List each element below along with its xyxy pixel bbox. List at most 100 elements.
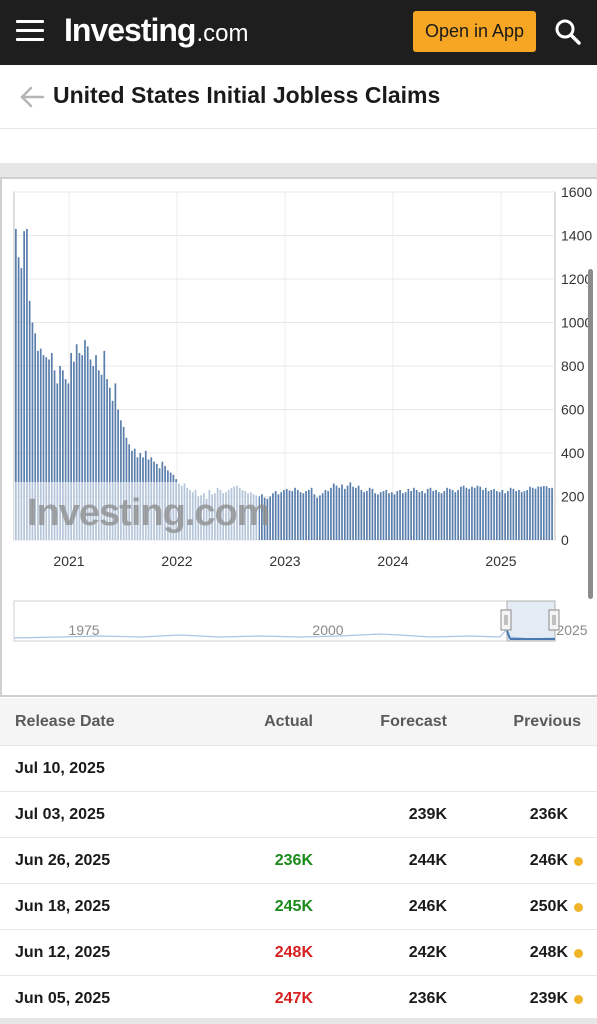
- bar: [258, 496, 260, 540]
- revised-dot-icon[interactable]: [574, 903, 583, 912]
- bar: [354, 487, 357, 540]
- bar: [327, 491, 330, 540]
- navigator-tick-label: 2000: [312, 622, 343, 638]
- bar: [86, 346, 89, 540]
- bar: [343, 488, 346, 540]
- x-tick-label: 2023: [269, 553, 300, 569]
- bar: [507, 491, 509, 540]
- bar: [432, 491, 435, 540]
- bar: [493, 488, 495, 540]
- bar: [321, 493, 324, 540]
- navigator-selection-line: [506, 630, 511, 640]
- revised-dot-icon[interactable]: [574, 857, 583, 866]
- row-previous: 250K: [529, 898, 568, 915]
- bar: [512, 488, 515, 540]
- navigator-ticks: 1975 2000 2025: [68, 622, 587, 638]
- row-forecast: 239K: [408, 806, 447, 823]
- header-previous[interactable]: Previous: [513, 713, 581, 730]
- table-row: Jun 12, 2025 248K 242K 248K: [0, 930, 597, 976]
- row-previous: 248K: [529, 944, 568, 961]
- revised-dot-icon[interactable]: [574, 995, 583, 1004]
- bar: [92, 366, 95, 540]
- bar: [465, 487, 468, 540]
- bar: [484, 487, 487, 540]
- bar: [346, 485, 349, 541]
- bar: [277, 494, 280, 540]
- bar: [548, 488, 551, 540]
- bar: [330, 487, 332, 540]
- hamburger-menu-icon[interactable]: [16, 20, 44, 44]
- bar: [305, 491, 307, 540]
- bar: [302, 493, 305, 540]
- bar: [34, 333, 37, 541]
- bar: [106, 379, 108, 540]
- bar: [316, 497, 318, 540]
- navigator-right-handle[interactable]: [548, 609, 560, 631]
- bar: [324, 489, 327, 540]
- bar: [413, 487, 415, 540]
- bar: [443, 491, 446, 540]
- bar: [269, 496, 272, 540]
- bar: [274, 491, 277, 540]
- bar: [294, 487, 296, 540]
- x-tick-label: 2025: [485, 553, 516, 569]
- revised-dot-icon[interactable]: [574, 949, 583, 958]
- bar: [23, 231, 25, 540]
- bar: [263, 497, 266, 540]
- bar: [429, 487, 432, 540]
- search-icon[interactable]: [554, 18, 582, 46]
- bar: [520, 492, 523, 540]
- bar: [341, 484, 343, 540]
- bar: [482, 489, 484, 540]
- bar: [81, 355, 84, 541]
- bar: [89, 359, 92, 540]
- bar: [418, 492, 421, 540]
- range-navigator[interactable]: 1975 2000 2025: [13, 600, 588, 642]
- bar: [435, 489, 437, 540]
- header-forecast[interactable]: Forecast: [380, 713, 447, 730]
- bar: [377, 494, 379, 540]
- bar: [454, 492, 457, 540]
- table-row: Jul 10, 2025: [0, 746, 597, 792]
- open-in-app-button[interactable]: Open in App: [413, 11, 536, 52]
- row-date: Jul 10, 2025: [15, 760, 105, 777]
- bar: [529, 486, 531, 540]
- bar: [64, 379, 67, 540]
- y-tick-label: 800: [561, 358, 585, 374]
- bar: [366, 491, 368, 540]
- bar: [100, 374, 103, 540]
- back-arrow-icon[interactable]: [19, 84, 45, 110]
- row-actual: 236K: [274, 852, 313, 869]
- y-tick-label: 0: [561, 532, 569, 548]
- site-logo[interactable]: Investing .com: [64, 12, 248, 52]
- bar: [471, 486, 473, 540]
- watermark-text: Investing.com: [27, 492, 270, 534]
- bar: [424, 493, 426, 540]
- y-tick-label: 1200: [561, 271, 592, 287]
- bar: [468, 488, 471, 540]
- navigator-left-handle[interactable]: [500, 609, 512, 631]
- bar: [490, 489, 493, 540]
- navigator-selection[interactable]: [506, 600, 556, 642]
- x-tick-label: 2022: [161, 553, 192, 569]
- x-axis-ticks: 2021 2022 2023 2024 2025: [53, 553, 516, 569]
- bar: [357, 485, 360, 541]
- bar: [526, 489, 529, 540]
- bar: [451, 489, 454, 540]
- bar: [390, 492, 393, 540]
- header-actual[interactable]: Actual: [264, 713, 313, 730]
- bar: [338, 487, 341, 540]
- y-tick-label: 1600: [561, 184, 592, 200]
- top-bar: Investing .com Open in App: [0, 0, 597, 65]
- bar: [437, 492, 440, 540]
- y-tick-label: 600: [561, 402, 585, 418]
- row-date: Jun 05, 2025: [15, 990, 111, 1007]
- header-release-date[interactable]: Release Date: [15, 713, 115, 730]
- chart-scrollbar[interactable]: [588, 269, 593, 599]
- bar: [426, 488, 429, 540]
- bar: [401, 493, 404, 540]
- jobless-claims-chart[interactable]: Investing.com 1600 1400 1200 1000 800 600 400 2…: [0, 177, 597, 697]
- section-divider: [0, 163, 597, 177]
- row-date: Jun 26, 2025: [15, 852, 111, 869]
- bar: [545, 486, 548, 540]
